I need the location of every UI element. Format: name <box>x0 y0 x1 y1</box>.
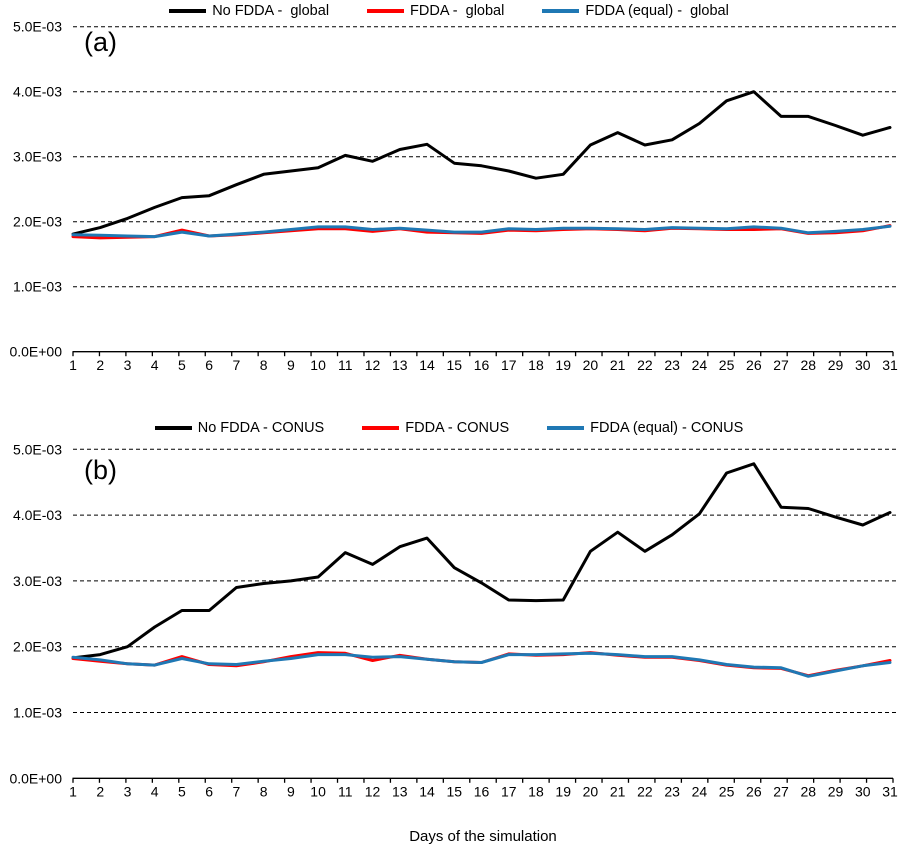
legend-line-fdda-equal-conus-icon <box>547 426 585 430</box>
svg-text:11: 11 <box>338 784 353 800</box>
svg-text:16: 16 <box>474 784 490 800</box>
svg-text:18: 18 <box>528 357 544 373</box>
legend-label: FDDA (equal) - CONUS <box>590 420 744 436</box>
legend-label: No FDDA - global <box>212 3 330 19</box>
svg-text:3: 3 <box>124 784 132 800</box>
svg-text:29: 29 <box>828 784 844 800</box>
svg-text:2: 2 <box>96 784 104 800</box>
svg-text:28: 28 <box>801 357 817 373</box>
svg-text:25: 25 <box>719 357 735 373</box>
svg-text:14: 14 <box>419 357 435 373</box>
svg-text:22: 22 <box>637 784 653 800</box>
legend-item-fdda-conus: FDDA - CONUS <box>362 420 509 436</box>
legend-chart-b: No FDDA - CONUS FDDA - CONUS FDDA (equal… <box>0 420 898 436</box>
svg-text:1: 1 <box>69 357 77 373</box>
svg-text:25: 25 <box>719 784 735 800</box>
svg-text:6: 6 <box>205 784 213 800</box>
svg-text:13: 13 <box>392 784 408 800</box>
svg-text:23: 23 <box>664 784 680 800</box>
svg-text:30: 30 <box>855 357 871 373</box>
svg-text:3.0E-03: 3.0E-03 <box>13 149 62 165</box>
svg-text:5.0E-03: 5.0E-03 <box>13 441 62 457</box>
svg-text:20: 20 <box>583 784 599 800</box>
legend-item-no-fdda-global: No FDDA - global <box>169 3 329 19</box>
legend-label: No FDDA - CONUS <box>197 420 325 436</box>
svg-text:26: 26 <box>746 357 762 373</box>
svg-text:3: 3 <box>124 357 132 373</box>
svg-text:12: 12 <box>365 784 381 800</box>
svg-text:30: 30 <box>855 784 871 800</box>
svg-text:8: 8 <box>260 357 268 373</box>
svg-text:2.0E-03: 2.0E-03 <box>13 639 62 655</box>
legend-line-fdda-conus-icon <box>362 426 400 430</box>
svg-text:24: 24 <box>692 784 708 800</box>
svg-text:4: 4 <box>151 784 159 800</box>
legend-label: FDDA (equal) - global <box>585 3 729 19</box>
legend-chart-a: No FDDA - global FDDA - global FDDA (equ… <box>0 3 898 19</box>
svg-text:1.0E-03: 1.0E-03 <box>13 705 62 721</box>
svg-text:5.0E-03: 5.0E-03 <box>13 19 62 35</box>
legend-item-fdda-equal-conus: FDDA (equal) - CONUS <box>547 420 743 436</box>
svg-text:19: 19 <box>555 357 571 373</box>
svg-text:1.0E-03: 1.0E-03 <box>13 279 62 295</box>
legend-line-fdda-global-icon <box>367 9 405 13</box>
svg-text:19: 19 <box>555 784 571 800</box>
svg-text:4.0E-03: 4.0E-03 <box>13 84 62 100</box>
svg-text:14: 14 <box>419 784 435 800</box>
svg-text:31: 31 <box>882 357 898 373</box>
svg-text:17: 17 <box>501 357 517 373</box>
panel-label-b: (b) <box>84 455 117 485</box>
svg-text:12: 12 <box>365 357 381 373</box>
svg-text:22: 22 <box>637 357 653 373</box>
x-axis-title: Days of the simulation <box>409 828 557 845</box>
legend-item-no-fdda-conus: No FDDA - CONUS <box>154 420 325 436</box>
svg-text:0.0E+00: 0.0E+00 <box>9 344 62 360</box>
legend-label: FDDA - global <box>410 3 505 19</box>
svg-text:28: 28 <box>801 784 817 800</box>
legend-item-fdda-global: FDDA - global <box>367 3 504 19</box>
legend-line-fdda-equal-global-icon <box>542 9 580 13</box>
svg-text:6: 6 <box>205 357 213 373</box>
legend-item-fdda-equal-global: FDDA (equal) - global <box>542 3 729 19</box>
svg-text:5: 5 <box>178 784 186 800</box>
svg-text:11: 11 <box>338 357 353 373</box>
svg-text:31: 31 <box>882 784 898 800</box>
svg-text:27: 27 <box>773 784 789 800</box>
svg-text:4.0E-03: 4.0E-03 <box>13 507 62 523</box>
svg-text:1: 1 <box>69 784 77 800</box>
svg-text:24: 24 <box>692 357 708 373</box>
svg-text:23: 23 <box>664 357 680 373</box>
svg-text:15: 15 <box>446 784 462 800</box>
svg-text:7: 7 <box>233 357 241 373</box>
svg-text:29: 29 <box>828 357 844 373</box>
svg-text:0.0E+00: 0.0E+00 <box>9 770 62 786</box>
svg-text:27: 27 <box>773 357 789 373</box>
svg-text:17: 17 <box>501 784 517 800</box>
svg-text:9: 9 <box>287 784 295 800</box>
svg-text:13: 13 <box>392 357 408 373</box>
svg-text:2.0E-03: 2.0E-03 <box>13 214 62 230</box>
svg-text:4: 4 <box>151 357 159 373</box>
svg-text:7: 7 <box>233 784 241 800</box>
svg-text:10: 10 <box>310 784 326 800</box>
svg-text:8: 8 <box>260 784 268 800</box>
svg-text:18: 18 <box>528 784 544 800</box>
legend-line-no-fdda-conus-icon <box>154 426 192 430</box>
svg-text:26: 26 <box>746 784 762 800</box>
legend-label: FDDA - CONUS <box>405 420 510 436</box>
svg-text:21: 21 <box>610 357 626 373</box>
svg-text:5: 5 <box>178 357 186 373</box>
svg-text:9: 9 <box>287 357 295 373</box>
svg-text:2: 2 <box>96 357 104 373</box>
svg-text:10: 10 <box>310 357 326 373</box>
svg-text:16: 16 <box>474 357 490 373</box>
legend-line-no-fdda-global-icon <box>169 9 207 13</box>
svg-text:3.0E-03: 3.0E-03 <box>13 573 62 589</box>
svg-text:20: 20 <box>583 357 599 373</box>
svg-text:15: 15 <box>446 357 462 373</box>
panel-label-a: (a) <box>84 27 117 57</box>
svg-text:21: 21 <box>610 784 626 800</box>
